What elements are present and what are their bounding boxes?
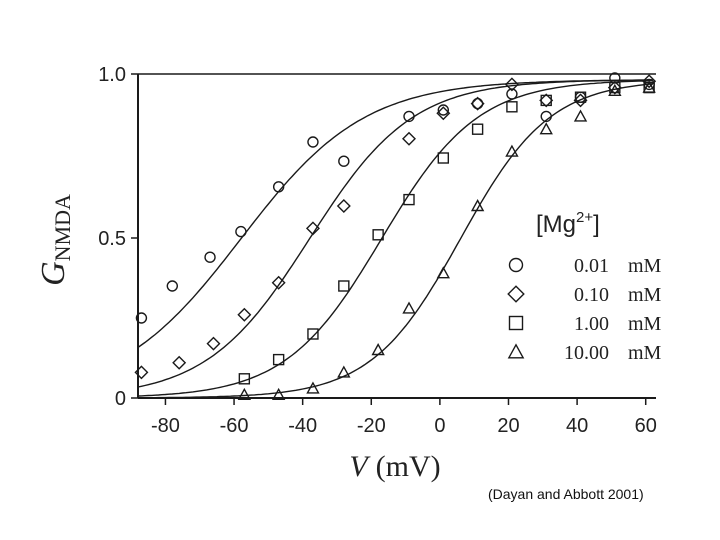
data-point-diamond (539, 93, 554, 108)
fit-curve-3 (137, 80, 653, 397)
legend-label: 1.00 (574, 313, 609, 335)
data-point-diamond (336, 199, 351, 213)
data-point-circle (403, 110, 415, 123)
data-point-square (540, 94, 552, 107)
data-point-triangle (539, 122, 553, 135)
data-point-diamond (642, 74, 657, 89)
data-point-diamond (436, 106, 451, 121)
data-point-square (506, 101, 518, 113)
data-point-circle (204, 251, 216, 263)
fit-curves (137, 79, 653, 399)
x-tick-label: -80 (151, 415, 180, 437)
citation: (Dayan and Abbott 2001) (488, 486, 644, 502)
x-axis-var: V (349, 450, 371, 483)
data-point-square (609, 81, 621, 94)
legend-label: 0.10 (574, 284, 609, 306)
data-point-circle (506, 88, 518, 100)
data-point-diamond (271, 275, 286, 290)
y-tick-label: 1.0 (98, 64, 126, 86)
data-point-circle (540, 110, 552, 123)
data-point-diamond (573, 93, 588, 108)
data-point-circle (437, 104, 450, 116)
x-axis-title: V (mV) (349, 450, 440, 483)
x-tick-label: -40 (288, 415, 317, 437)
legend-marker-square (508, 315, 524, 331)
data-point-triangle (608, 83, 622, 97)
data-point-triangle (402, 301, 416, 314)
y-tick-label: 0.5 (98, 228, 126, 250)
legend-unit: mM (628, 255, 662, 277)
legend-marker-diamond (507, 285, 525, 303)
data-point-circle (235, 225, 247, 238)
fit-curve-4 (138, 83, 653, 399)
data-point-square (437, 152, 450, 164)
data-point-diamond (305, 221, 320, 236)
x-tick-label: 0 (434, 415, 445, 437)
x-tick-label: 40 (566, 415, 588, 437)
data-point-diamond (607, 80, 622, 95)
data-point-diamond (237, 307, 252, 322)
data-point-square (403, 193, 415, 206)
legend-title: [Mg2+] (536, 209, 600, 238)
data-point-triangle (573, 109, 588, 122)
data-point-diamond (470, 96, 485, 111)
data-point-diamond (172, 355, 187, 370)
legend-label: 0.01 (574, 255, 609, 277)
y-tick-label: 0 (115, 388, 126, 410)
data-point-triangle (436, 266, 450, 279)
axes (131, 73, 656, 405)
data-point-square (372, 229, 384, 241)
fit-curve-2 (137, 79, 653, 388)
legend-unit: mM (628, 313, 662, 335)
x-tick-label: 20 (497, 415, 519, 437)
data-point-triangle (306, 381, 320, 394)
data-points (134, 72, 657, 400)
data-point-triangle (371, 343, 385, 356)
x-tick-label: -20 (357, 415, 386, 437)
legend: [Mg2+] 0.01 mM 0.10 mM 1.00 mM 10.00 mM (507, 209, 662, 364)
data-point-square (471, 123, 484, 135)
data-point-circle (471, 97, 484, 110)
data-point-triangle (642, 80, 656, 93)
data-point-square (338, 280, 350, 292)
data-point-triangle (470, 199, 485, 212)
data-point-square (307, 328, 319, 340)
data-point-square (574, 91, 587, 103)
data-point-diamond (206, 336, 221, 351)
data-point-circle (166, 280, 179, 292)
y-axis-title: GNMDA (35, 194, 75, 286)
x-tick-label: -60 (220, 415, 249, 437)
x-tick-label: 60 (635, 415, 657, 437)
data-point-triangle (337, 365, 351, 378)
y-axis-var: G (35, 261, 72, 286)
y-axis-sub: NMDA (50, 194, 75, 261)
data-point-triangle (271, 387, 286, 400)
svg-text:GNMDA: GNMDA (35, 194, 75, 286)
data-point-circle (338, 155, 350, 167)
data-point-diamond (402, 131, 416, 146)
legend-marker-triangle (507, 343, 525, 359)
legend-marker-circle (508, 257, 524, 273)
legend-label: 10.00 (564, 342, 609, 364)
data-point-square (238, 373, 251, 385)
data-point-circle (307, 136, 319, 148)
tick-labels: -80 -60 -40 -20 0 20 40 60 0 0.5 1.0 (98, 64, 657, 437)
data-point-triangle (505, 144, 519, 157)
data-point-diamond (504, 77, 519, 92)
data-point-circle (272, 181, 285, 193)
legend-unit: mM (628, 284, 662, 306)
legend-unit: mM (628, 342, 662, 364)
x-axis-unit: (mV) (376, 450, 441, 483)
data-point-square (272, 353, 285, 366)
data-point-circle (135, 312, 148, 324)
data-point-triangle (237, 387, 252, 400)
